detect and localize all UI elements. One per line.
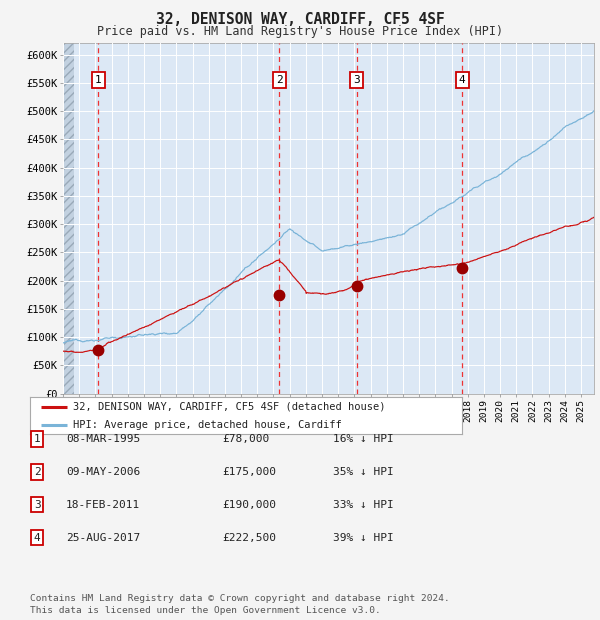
Text: £222,500: £222,500 [222, 533, 276, 542]
Text: 3: 3 [34, 500, 41, 510]
Text: 4: 4 [34, 533, 41, 542]
Text: £175,000: £175,000 [222, 467, 276, 477]
Text: £78,000: £78,000 [222, 434, 269, 444]
Text: 09-MAY-2006: 09-MAY-2006 [66, 467, 140, 477]
Bar [63, 43, 74, 394]
Text: 4: 4 [458, 75, 466, 85]
Text: 16% ↓ HPI: 16% ↓ HPI [333, 434, 394, 444]
Text: 3: 3 [353, 75, 360, 85]
Text: 2: 2 [34, 467, 41, 477]
Text: 08-MAR-1995: 08-MAR-1995 [66, 434, 140, 444]
Text: 32, DENISON WAY, CARDIFF, CF5 4SF (detached house): 32, DENISON WAY, CARDIFF, CF5 4SF (detac… [73, 402, 386, 412]
Text: 1: 1 [34, 434, 41, 444]
Text: 33% ↓ HPI: 33% ↓ HPI [333, 500, 394, 510]
Text: Price paid vs. HM Land Registry's House Price Index (HPI): Price paid vs. HM Land Registry's House … [97, 25, 503, 38]
Text: 32, DENISON WAY, CARDIFF, CF5 4SF: 32, DENISON WAY, CARDIFF, CF5 4SF [155, 12, 445, 27]
Text: 35% ↓ HPI: 35% ↓ HPI [333, 467, 394, 477]
Text: 2: 2 [276, 75, 283, 85]
Text: 39% ↓ HPI: 39% ↓ HPI [333, 533, 394, 542]
Text: HPI: Average price, detached house, Cardiff: HPI: Average price, detached house, Card… [73, 420, 342, 430]
Text: 25-AUG-2017: 25-AUG-2017 [66, 533, 140, 542]
Text: 18-FEB-2011: 18-FEB-2011 [66, 500, 140, 510]
Text: 1: 1 [95, 75, 102, 85]
Text: £190,000: £190,000 [222, 500, 276, 510]
Text: Contains HM Land Registry data © Crown copyright and database right 2024.
This d: Contains HM Land Registry data © Crown c… [30, 594, 450, 615]
